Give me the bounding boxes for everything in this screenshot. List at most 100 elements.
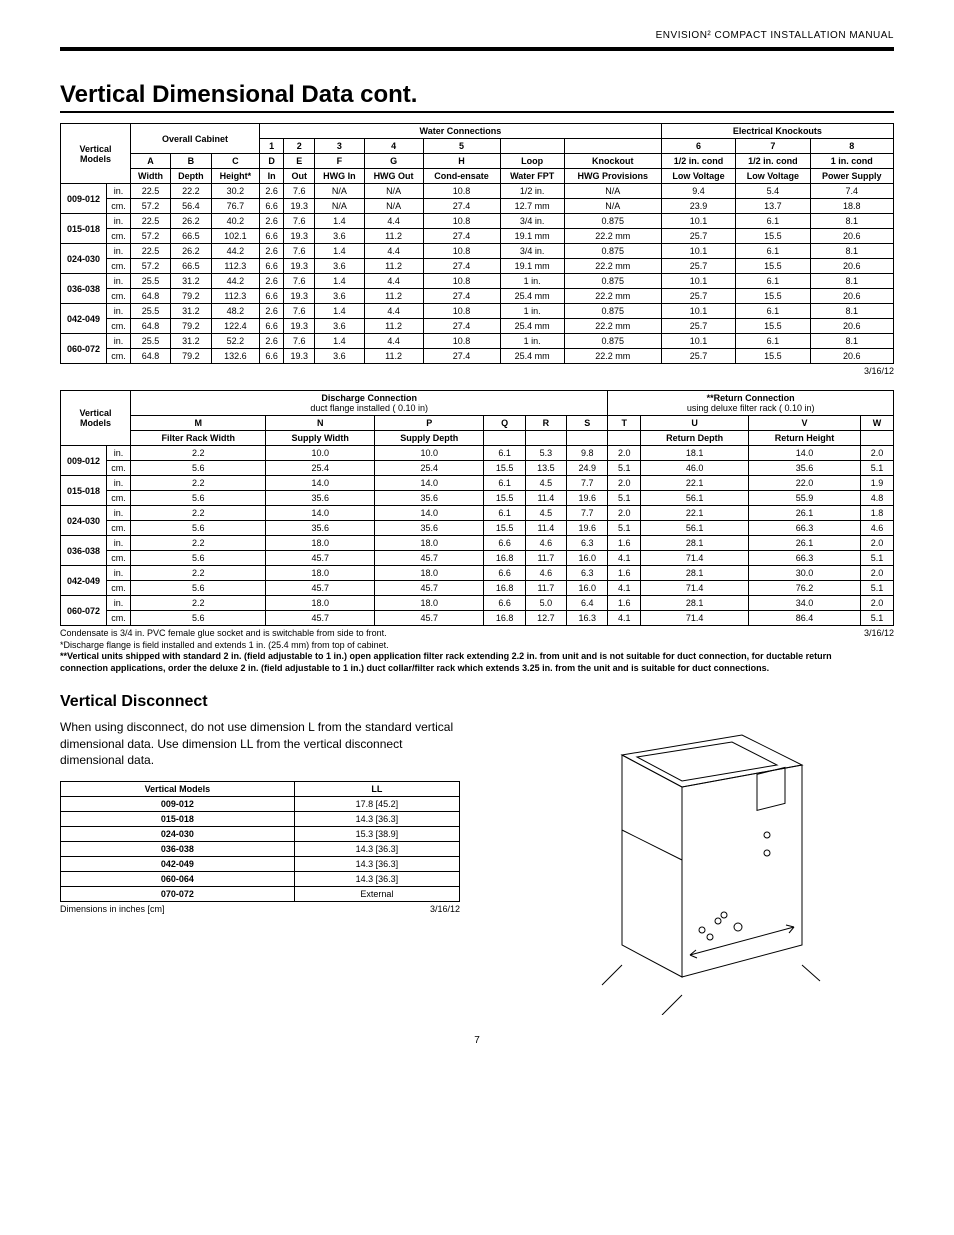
t1-r4-in-10: 10.1 (661, 304, 735, 319)
t2-return: **Return Connectionusing deluxe filter r… (608, 391, 894, 416)
t1-r3-in-3: 2.6 (259, 274, 283, 289)
t2-sub-7: Return Depth (641, 431, 749, 446)
t2-r2-cm-7: 56.1 (641, 521, 749, 536)
t1-r4-in-4: 7.6 (284, 304, 315, 319)
t1-r3-in-7: 10.8 (423, 274, 500, 289)
cabinet-diagram (562, 715, 822, 1015)
t1-r4-cm-4: 19.3 (284, 319, 315, 334)
t1-letter-4: E (284, 154, 315, 169)
disc-ll-1: 14.3 [36.3] (294, 812, 459, 827)
t1-letter-11: 1/2 in. cond (736, 154, 810, 169)
t1-r2-cm-2: 112.3 (211, 259, 259, 274)
t2-r5-in-6: 1.6 (608, 596, 641, 611)
t2-r2-cm-4: 11.4 (525, 521, 566, 536)
t1-r0-in-12: 7.4 (810, 184, 893, 199)
t1-r1-cm-11: 15.5 (736, 229, 810, 244)
t1-r5-cm-2: 132.6 (211, 349, 259, 364)
t2-unit-cm: cm. (107, 581, 131, 596)
t1-model-2: 024-030 (61, 244, 107, 274)
t2-r5-cm-3: 16.8 (484, 611, 525, 626)
t2-letter-7: U (641, 416, 749, 431)
t1-r0-cm-2: 76.7 (211, 199, 259, 214)
note-discharge: *Discharge flange is field installed and… (60, 640, 834, 652)
t1-r5-cm-6: 11.2 (364, 349, 423, 364)
dimensional-table-2: Vertical ModelsDischarge Connectionduct … (60, 390, 894, 626)
t2-r0-cm-5: 24.9 (567, 461, 608, 476)
t1-r2-in-9: 0.875 (564, 244, 661, 259)
t2-r3-cm-4: 11.7 (525, 551, 566, 566)
t1-r3-in-9: 0.875 (564, 274, 661, 289)
t1-letter-5: F (315, 154, 364, 169)
t1-r3-cm-11: 15.5 (736, 289, 810, 304)
t1-r2-in-6: 4.4 (364, 244, 423, 259)
t1-r2-cm-1: 66.5 (171, 259, 212, 274)
t1-r4-cm-12: 20.6 (810, 319, 893, 334)
t1-r2-cm-8: 19.1 mm (500, 259, 564, 274)
t2-r5-in-7: 28.1 (641, 596, 749, 611)
t1-model-0: 009-012 (61, 184, 107, 214)
t2-letter-5: S (567, 416, 608, 431)
t2-unit-cm: cm. (107, 521, 131, 536)
t2-r4-cm-1: 45.7 (266, 581, 375, 596)
t1-r3-in-6: 4.4 (364, 274, 423, 289)
disc-model-1: 015-018 (61, 812, 295, 827)
t1-r4-in-8: 1 in. (500, 304, 564, 319)
t2-letter-1: N (266, 416, 375, 431)
t2-r0-in-6: 2.0 (608, 446, 641, 461)
t1-numhdr-2: 3 (315, 139, 364, 154)
t2-r4-cm-7: 71.4 (641, 581, 749, 596)
t1-r3-in-5: 1.4 (315, 274, 364, 289)
t1-r5-cm-7: 27.4 (423, 349, 500, 364)
t2-sub-9 (861, 431, 894, 446)
t2-r3-cm-2: 45.7 (374, 551, 483, 566)
t1-r4-cm-6: 11.2 (364, 319, 423, 334)
t1-r2-cm-10: 25.7 (661, 259, 735, 274)
t1-r4-in-0: 25.5 (131, 304, 171, 319)
t1-r1-cm-9: 22.2 mm (564, 229, 661, 244)
t1-r5-cm-11: 15.5 (736, 349, 810, 364)
t1-r0-in-4: 7.6 (284, 184, 315, 199)
t1-numhdr-8: 7 (736, 139, 810, 154)
t2-r1-in-3: 6.1 (484, 476, 525, 491)
t1-r2-in-7: 10.8 (423, 244, 500, 259)
t1-letter-6: G (364, 154, 423, 169)
t1-r1-cm-4: 19.3 (284, 229, 315, 244)
t2-r5-cm-5: 16.3 (567, 611, 608, 626)
t1-r3-cm-2: 112.3 (211, 289, 259, 304)
t1-r5-in-2: 52.2 (211, 334, 259, 349)
t1-r0-cm-8: 12.7 mm (500, 199, 564, 214)
t2-r0-in-9: 2.0 (861, 446, 894, 461)
t1-r1-in-3: 2.6 (259, 214, 283, 229)
t2-letter-0: M (131, 416, 266, 431)
t2-r5-cm-1: 45.7 (266, 611, 375, 626)
t2-r1-in-2: 14.0 (374, 476, 483, 491)
disc-col-model: Vertical Models (61, 782, 295, 797)
t1-r2-cm-12: 20.6 (810, 259, 893, 274)
t2-r5-in-3: 6.6 (484, 596, 525, 611)
t1-r0-in-10: 9.4 (661, 184, 735, 199)
t2-unit-in: in. (107, 446, 131, 461)
t2-r2-in-6: 2.0 (608, 506, 641, 521)
t1-r1-cm-12: 20.6 (810, 229, 893, 244)
t1-r4-cm-1: 79.2 (171, 319, 212, 334)
t2-r3-cm-0: 5.6 (131, 551, 266, 566)
t2-r2-in-4: 4.5 (525, 506, 566, 521)
t1-r3-in-0: 25.5 (131, 274, 171, 289)
t2-r3-cm-7: 71.4 (641, 551, 749, 566)
t2-r1-in-4: 4.5 (525, 476, 566, 491)
t2-r3-cm-3: 16.8 (484, 551, 525, 566)
t1-r4-in-1: 31.2 (171, 304, 212, 319)
t2-r2-cm-3: 15.5 (484, 521, 525, 536)
t1-r4-in-5: 1.4 (315, 304, 364, 319)
t2-sub-5 (567, 431, 608, 446)
t1-unit-cm: cm. (107, 319, 131, 334)
t1-letter-7: H (423, 154, 500, 169)
t1-r2-cm-4: 19.3 (284, 259, 315, 274)
t1-vertical-models: Vertical Models (61, 124, 131, 184)
t1-r1-in-0: 22.5 (131, 214, 171, 229)
disc-ll-4: 14.3 [36.3] (294, 857, 459, 872)
t2-r2-cm-6: 5.1 (608, 521, 641, 536)
t1-r2-in-2: 44.2 (211, 244, 259, 259)
disc-model-0: 009-012 (61, 797, 295, 812)
t1-r1-cm-6: 11.2 (364, 229, 423, 244)
